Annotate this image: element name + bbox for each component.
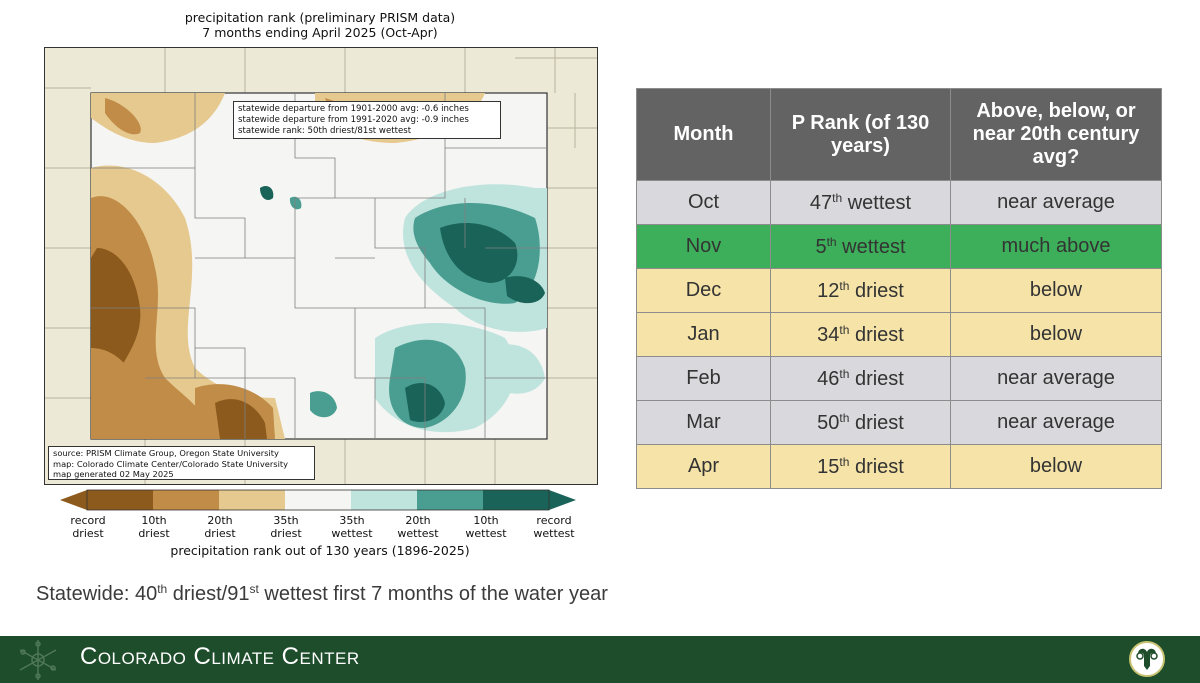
map-title-line1: precipitation rank (preliminary PRISM da… — [184, 10, 456, 25]
stats-line: statewide departure from 1901-2000 avg: … — [238, 104, 469, 114]
table-row: Apr 15th driest below — [636, 444, 1162, 489]
table-row: Nov 5th wettest much above — [636, 224, 1162, 269]
status-cell: much above — [950, 224, 1162, 269]
monthly-rank-table: Month P Rank (of 130 years) Above, below… — [636, 88, 1162, 489]
legend-swatch — [417, 490, 483, 510]
neighbor-county-lines — [45, 48, 597, 484]
header-status: Above, below, or near 20th century avg? — [950, 88, 1162, 181]
legend-swatch — [219, 490, 285, 510]
rank-cell: 5th wettest — [770, 224, 951, 269]
legend-label: 10th wettest — [465, 514, 507, 540]
snowflake-icon — [19, 640, 57, 680]
legend-label: 35th driest — [270, 514, 302, 540]
statewide-summary: Statewide: 40th driest/91st wettest firs… — [36, 582, 608, 605]
rank-cell: 46th driest — [770, 356, 951, 401]
legend-swatch — [351, 490, 417, 510]
status-cell: near average — [950, 400, 1162, 445]
legend-label: record driest — [70, 514, 106, 540]
source-line: map generated 02 May 2025 — [53, 469, 174, 479]
map-title-line2: 7 months ending April 2025 (Oct-Apr) — [202, 25, 438, 40]
rank-cell: 34th driest — [770, 312, 951, 357]
legend-label: 20th driest — [204, 514, 236, 540]
legend-swatch — [285, 490, 351, 510]
status-cell: near average — [950, 180, 1162, 225]
rank-cell: 12th driest — [770, 268, 951, 313]
table-row: Dec 12th driest below — [636, 268, 1162, 313]
source-line: source: PRISM Climate Group, Oregon Stat… — [53, 448, 279, 458]
precipitation-rank-map: statewide departure from 1901-2000 avg: … — [44, 47, 598, 485]
table-row: Feb 46th driest near average — [636, 356, 1162, 401]
legend-label: record wettest — [533, 514, 575, 540]
table-row: Oct 47th wettest near average — [636, 180, 1162, 225]
table-row: Mar 50th driest near average — [636, 400, 1162, 445]
table-row: Jan 34th driest below — [636, 312, 1162, 357]
rank-cell: 15th driest — [770, 444, 951, 489]
header-month: Month — [636, 88, 771, 181]
month-cell: Mar — [636, 400, 771, 445]
legend-arrow-left — [60, 490, 87, 510]
legend-label: 20th wettest — [397, 514, 439, 540]
header-rank: P Rank (of 130 years) — [770, 88, 951, 181]
legend-swatch — [483, 490, 549, 510]
stats-line: statewide departure from 1991-2020 avg: … — [238, 115, 469, 125]
status-cell: below — [950, 444, 1162, 489]
rank-cell: 47th wettest — [770, 180, 951, 225]
status-cell: below — [950, 312, 1162, 357]
month-cell: Apr — [636, 444, 771, 489]
footer-title: Colorado Climate Center — [80, 643, 360, 670]
legend-label: 10th driest — [138, 514, 170, 540]
month-cell: Oct — [636, 180, 771, 225]
footer-bar: Colorado Climate Center — [0, 636, 1200, 683]
source-line: map: Colorado Climate Center/Colorado St… — [53, 458, 289, 469]
status-cell: near average — [950, 356, 1162, 401]
month-cell: Jan — [636, 312, 771, 357]
month-cell: Feb — [636, 356, 771, 401]
legend-label: 35th wettest — [331, 514, 373, 540]
status-cell: below — [950, 268, 1162, 313]
csu-ram-logo-icon[interactable] — [1128, 640, 1166, 678]
legend-swatch — [87, 490, 153, 510]
statewide-stats-box: statewide departure from 1901-2000 avg: … — [233, 101, 501, 139]
month-cell: Nov — [636, 224, 771, 269]
legend-arrow-right — [549, 490, 576, 510]
month-cell: Dec — [636, 268, 771, 313]
table-header-row: Month P Rank (of 130 years) Above, below… — [636, 88, 1162, 181]
legend-swatch — [153, 490, 219, 510]
map-title: precipitation rank (preliminary PRISM da… — [120, 10, 520, 40]
legend-title: precipitation rank out of 130 years (189… — [170, 543, 470, 558]
map-graphic — [45, 48, 597, 484]
rank-cell: 50th driest — [770, 400, 951, 445]
county-lines — [91, 93, 547, 439]
legend-colorbar — [60, 489, 576, 511]
legend-labels: record driest 10th driest 20th driest 35th d… — [46, 514, 586, 544]
stats-line: statewide rank: 50th driest/81st wettest — [238, 126, 412, 136]
source-box: source: PRISM Climate Group, Oregon Stat… — [48, 446, 315, 480]
